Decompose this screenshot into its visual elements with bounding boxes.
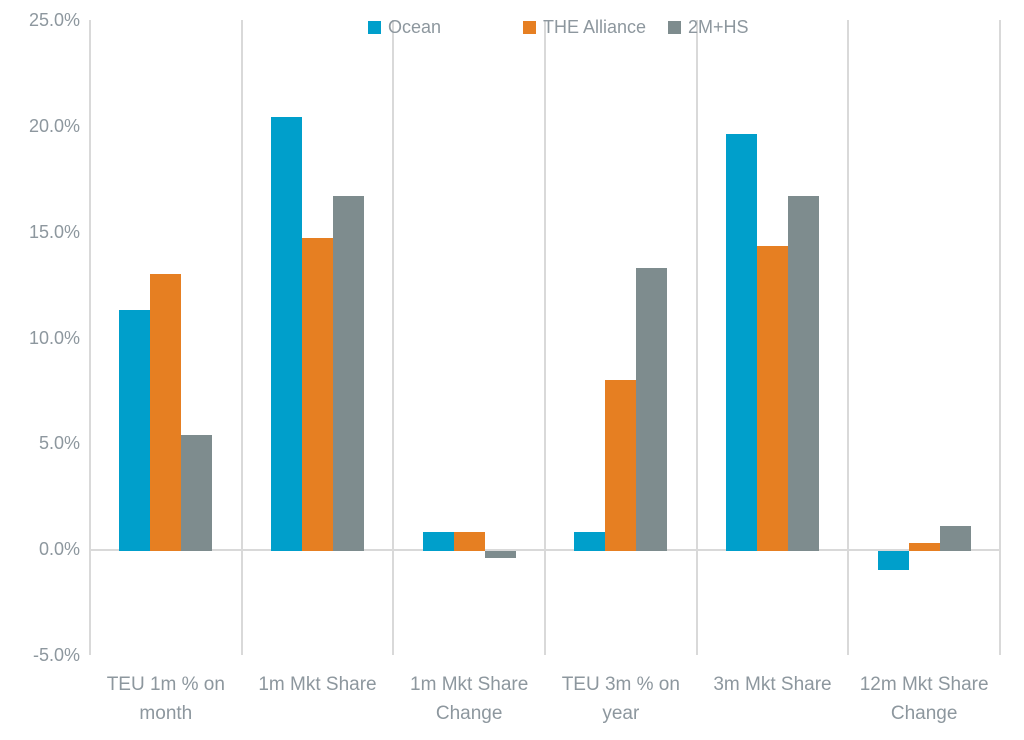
category-label: 12m Mkt Share Change [859, 674, 989, 724]
category-label: TEU 3m % on year [561, 674, 680, 724]
bar-2m-hs-1 [333, 195, 364, 552]
category-separator-line [847, 20, 850, 655]
chart-legend: Ocean THE Alliance 2M+HS [0, 14, 1024, 42]
bar-the-alliance-5 [908, 542, 940, 552]
y-axis-line [89, 20, 91, 655]
bar-ocean-2 [422, 532, 454, 552]
y-tick-label: 0.0% [38, 539, 80, 560]
legend-swatch-ocean [368, 20, 381, 34]
bar-ocean-3 [574, 532, 606, 552]
bar-ocean-1 [271, 117, 302, 552]
legend-item-ocean: Ocean [368, 14, 441, 40]
legend-label-the-alliance: THE Alliance [543, 16, 647, 37]
legend-label-2m-hs: 2M+HS [688, 16, 749, 37]
bar-ocean-0 [119, 309, 151, 552]
category-label: 1m Mkt Share [258, 674, 377, 695]
bar-2m-hs-5 [939, 525, 971, 552]
bar-the-alliance-4 [757, 246, 788, 552]
zero-gridline [90, 549, 1000, 552]
category-separator-line [240, 20, 243, 655]
legend-item-2m-hs: 2M+HS [668, 14, 749, 40]
bar-2m-hs-2 [484, 551, 516, 558]
category-label: TEU 1m % on month [106, 674, 225, 724]
category-separator-line [392, 20, 395, 655]
bar-the-alliance-3 [605, 379, 637, 552]
legend-label-ocean: Ocean [388, 16, 442, 37]
y-tick-label: 10.0% [28, 327, 80, 348]
legend-item-the-alliance: THE Alliance [523, 14, 646, 40]
y-tick-label: 25.0% [28, 10, 80, 30]
y-tick-label: 20.0% [28, 115, 80, 136]
category-label: 1m Mkt Share Change [410, 674, 529, 724]
category-separator-line [544, 20, 546, 655]
y-tick-label: 5.0% [38, 433, 80, 454]
legend-swatch-the-alliance [523, 20, 536, 34]
bar-the-alliance-2 [453, 532, 485, 552]
bar-2m-hs-4 [788, 195, 819, 552]
y-tick-label: 15.0% [28, 221, 80, 242]
bar-2m-hs-0 [181, 434, 213, 552]
bar-2m-hs-3 [636, 267, 668, 552]
bar-ocean-5 [877, 551, 909, 571]
bar-the-alliance-0 [150, 274, 182, 552]
legend-swatch-2m-hs [668, 20, 681, 34]
category-separator-line [695, 20, 698, 655]
category-separator-line [999, 20, 1001, 655]
bar-ocean-4 [726, 134, 757, 552]
category-label: 3m Mkt Share [713, 674, 832, 695]
y-tick-label: -5.0% [32, 645, 80, 665]
bar-the-alliance-1 [302, 238, 333, 552]
